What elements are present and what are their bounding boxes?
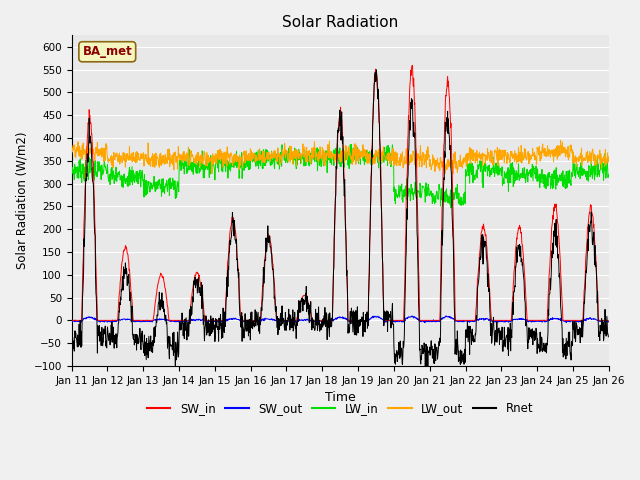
Legend: SW_in, SW_out, LW_in, LW_out, Rnet: SW_in, SW_out, LW_in, LW_out, Rnet bbox=[142, 397, 538, 420]
Text: BA_met: BA_met bbox=[83, 45, 132, 58]
Title: Solar Radiation: Solar Radiation bbox=[282, 15, 398, 30]
X-axis label: Time: Time bbox=[325, 391, 356, 404]
Y-axis label: Solar Radiation (W/m2): Solar Radiation (W/m2) bbox=[15, 132, 28, 269]
